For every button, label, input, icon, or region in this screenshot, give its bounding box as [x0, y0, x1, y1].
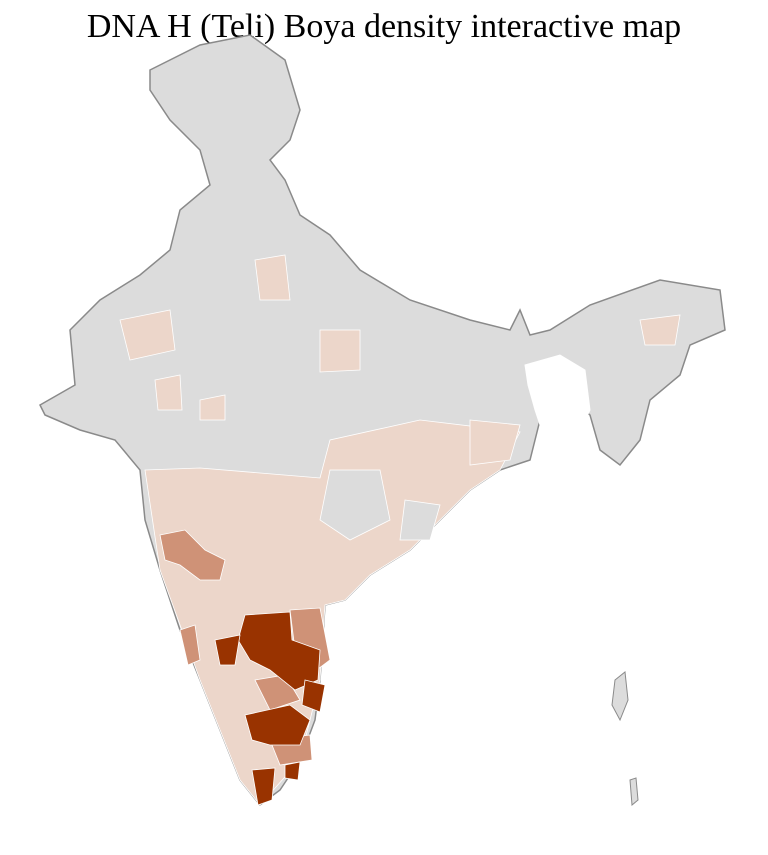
- region-no-data-telangana[interactable]: [319, 469, 391, 541]
- andaman-islands[interactable]: [611, 671, 629, 722]
- region-high-density-2[interactable]: [214, 634, 241, 666]
- region-low-density-2[interactable]: [319, 329, 361, 373]
- region-low-density-0[interactable]: [119, 309, 176, 361]
- nicobar-islands[interactable]: [629, 777, 639, 807]
- region-low-density-6[interactable]: [154, 374, 183, 411]
- region-low-density-1[interactable]: [254, 254, 291, 301]
- region-high-density-5[interactable]: [251, 767, 276, 806]
- region-low-density-5[interactable]: [199, 394, 226, 421]
- region-high-density-6[interactable]: [284, 761, 301, 781]
- neighbour-gap[interactable]: [524, 354, 591, 441]
- region-medium-density-1[interactable]: [159, 529, 226, 581]
- region-no-data-east[interactable]: [399, 499, 441, 541]
- region-high-density-3[interactable]: [301, 679, 326, 713]
- region-low-density-3[interactable]: [469, 419, 521, 466]
- region-low-density-4[interactable]: [639, 314, 681, 346]
- region-medium-density-2[interactable]: [179, 624, 201, 666]
- map-title: DNA H (Teli) Boya density interactive ma…: [86, 8, 682, 45]
- region-high-density-4[interactable]: [244, 704, 311, 746]
